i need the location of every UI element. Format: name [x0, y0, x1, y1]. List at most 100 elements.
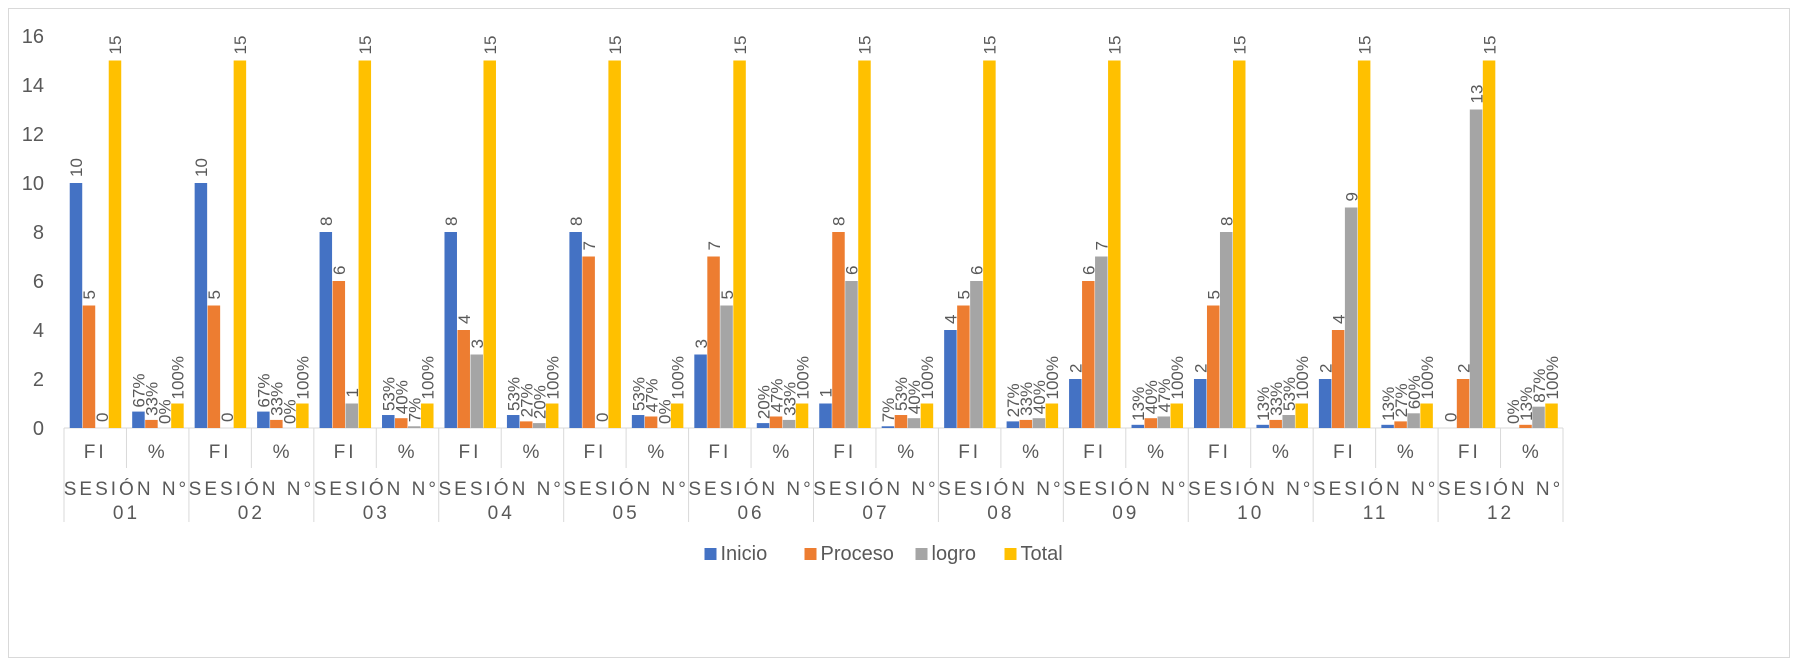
data-label-pct: 100% — [918, 356, 937, 399]
bar-fi-logro — [845, 281, 858, 428]
data-label-pct: 100% — [1293, 356, 1312, 399]
subcategory-label: FI — [1333, 442, 1356, 463]
data-label-fi: 15 — [731, 36, 750, 55]
bar-fi-total — [1108, 60, 1121, 428]
y-tick-label: 10 — [22, 173, 44, 195]
group-label-line2: 04 — [488, 503, 515, 524]
data-label-pct: 27% — [517, 383, 536, 417]
group-label-line1: SESIÓN N° — [1313, 478, 1438, 500]
bar-pct-proceso — [1144, 418, 1158, 428]
data-label-fi: 0 — [593, 413, 612, 422]
bar-pct-inicio — [382, 415, 395, 428]
data-label-pct: 20% — [530, 385, 549, 419]
subcategory-label: % — [1397, 442, 1417, 463]
bar-fi-proceso — [1331, 330, 1345, 428]
bar-fi-total — [358, 60, 372, 428]
data-label-fi: 15 — [1106, 36, 1125, 55]
subcategory-label: % — [148, 442, 168, 463]
data-label-fi: 15 — [981, 36, 1000, 55]
data-label-fi: 15 — [606, 36, 625, 55]
bar-fi-total — [983, 60, 996, 428]
subcategory-label: % — [897, 442, 917, 463]
data-label-fi: 0 — [1441, 413, 1460, 422]
data-label-fi: 15 — [106, 36, 125, 55]
y-tick-label: 0 — [33, 418, 44, 440]
data-label-fi: 0 — [218, 413, 237, 422]
data-label-pct: 0% — [1504, 399, 1523, 424]
legend-label-total: Total — [1021, 543, 1063, 565]
subcategory-label: % — [772, 442, 792, 463]
bar-fi-total — [858, 60, 871, 428]
bar-fi-proceso — [207, 305, 221, 428]
bar-fi-total — [108, 60, 122, 428]
bar-pct-logro — [1532, 406, 1545, 428]
group-label-line2: 07 — [862, 503, 889, 524]
legend-label-proceso: Proceso — [821, 543, 894, 565]
bar-fi-proceso — [957, 305, 970, 428]
bar-fi-proceso — [332, 281, 346, 428]
data-label-pct: 87% — [1530, 369, 1549, 403]
data-label-pct: 33% — [780, 382, 799, 416]
group-label-line1: SESIÓN N° — [688, 478, 813, 500]
bar-fi-proceso — [1206, 305, 1220, 428]
subcategory-label: FI — [459, 442, 482, 463]
data-label-fi: 2 — [1191, 364, 1210, 373]
legend-swatch-inicio — [704, 548, 717, 560]
bar-fi-total — [1357, 60, 1371, 428]
data-label-pct: 0% — [281, 399, 300, 424]
bar-fi-inicio — [694, 354, 707, 428]
data-label-fi: 1 — [817, 388, 836, 397]
data-label-pct: 27% — [1004, 383, 1023, 417]
data-label-pct: 33% — [1017, 382, 1036, 416]
data-label-fi: 8 — [567, 217, 586, 226]
data-label-fi: 7 — [705, 241, 724, 250]
bar-pct-logro — [1407, 413, 1420, 428]
data-label-fi: 15 — [481, 36, 500, 55]
bar-fi-total — [1482, 60, 1496, 428]
group-label-line2: 09 — [1112, 503, 1139, 524]
data-label-pct: 67% — [130, 374, 149, 408]
data-label-pct: 53% — [504, 377, 523, 411]
bar-fi-logro — [1469, 109, 1483, 428]
legend-swatch-proceso — [804, 548, 817, 560]
bar-pct-inicio — [756, 423, 770, 428]
bar-pct-proceso — [395, 418, 408, 428]
bar-pct-inicio — [1006, 421, 1020, 428]
data-label-pct: 13% — [1129, 387, 1148, 421]
bar-pct-total — [421, 403, 434, 428]
bar-pct-proceso — [1019, 419, 1033, 428]
data-label-pct: 100% — [1543, 356, 1562, 399]
subcategory-label: FI — [1083, 442, 1106, 463]
data-label-fi: 6 — [968, 266, 987, 275]
data-label-fi: 9 — [1342, 192, 1361, 201]
bar-fi-inicio — [444, 232, 457, 428]
data-label-fi: 6 — [330, 266, 349, 275]
y-tick-label: 16 — [22, 26, 44, 48]
data-label-pct: 100% — [169, 356, 188, 399]
bar-pct-logro — [532, 423, 546, 428]
subcategory-label: % — [1147, 442, 1167, 463]
bar-pct-logro — [1282, 415, 1295, 428]
bar-pct-total — [1420, 403, 1433, 428]
group-label-line1: SESIÓN N° — [189, 478, 314, 500]
data-label-pct: 33% — [268, 382, 287, 416]
subcategory-label: FI — [1208, 442, 1231, 463]
bar-pct-inicio — [631, 415, 645, 428]
group-label-line2: 01 — [113, 503, 140, 524]
bar-pct-logro — [1032, 418, 1046, 428]
data-label-fi: 4 — [455, 315, 474, 324]
bar-pct-total — [1045, 403, 1059, 428]
data-label-fi: 15 — [1480, 36, 1499, 55]
bar-fi-inicio — [1069, 379, 1082, 428]
bar-fi-inicio — [1318, 379, 1332, 428]
data-label-fi: 5 — [205, 290, 224, 299]
group-label-line1: SESIÓN N° — [563, 478, 688, 500]
subcategory-label: % — [398, 442, 418, 463]
bar-fi-logro — [1219, 232, 1233, 428]
bar-pct-logro — [782, 419, 796, 428]
y-tick-label: 6 — [33, 271, 44, 293]
subcategory-label: FI — [958, 442, 981, 463]
bar-pct-inicio — [1256, 424, 1269, 428]
bar-pct-inicio — [132, 411, 145, 428]
